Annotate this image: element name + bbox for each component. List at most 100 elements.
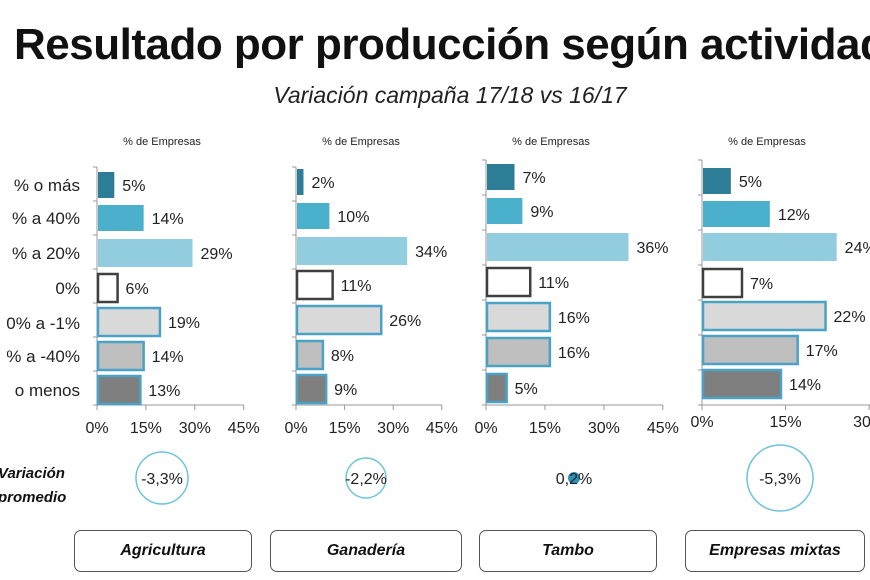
page-subtitle: Variación campaña 17/18 vs 16/17 <box>273 82 627 108</box>
data-label: 17% <box>806 343 838 360</box>
variation-label: Variación promedio <box>0 462 66 510</box>
row-label: % a -40% <box>6 347 80 366</box>
bar <box>703 168 731 194</box>
row-label: % a 20% <box>12 244 80 263</box>
bar <box>703 233 837 261</box>
average-circle <box>746 444 814 512</box>
data-label: 14% <box>789 377 821 394</box>
data-label: 22% <box>834 309 866 326</box>
average-label: -3,3% <box>141 471 183 488</box>
data-label: 13% <box>148 383 180 400</box>
bar <box>487 233 629 261</box>
bar <box>295 339 325 371</box>
bar <box>297 169 304 195</box>
variation-label-line1: Variación <box>0 465 65 482</box>
tick-label: 45% <box>426 420 458 437</box>
variation-label-line2: promedio <box>0 489 67 506</box>
data-label: 11% <box>538 275 569 292</box>
bar <box>96 374 142 406</box>
bar <box>297 237 408 265</box>
bar <box>295 304 383 336</box>
axis-label: % de Empresas <box>123 136 201 148</box>
data-label: 5% <box>739 174 762 191</box>
data-label: 7% <box>523 170 546 187</box>
axis-label: % de Empresas <box>322 136 400 148</box>
data-label: 11% <box>341 278 372 295</box>
tick-label: 30% <box>179 420 211 437</box>
bar <box>295 373 328 405</box>
average-label: -5,3% <box>759 471 801 488</box>
average-label: -2,2% <box>345 471 387 488</box>
row-label: % a 40% <box>12 209 80 228</box>
bar <box>485 336 552 368</box>
bar <box>98 205 144 231</box>
bar <box>487 198 523 224</box>
bar <box>485 372 508 404</box>
tick-label: 15% <box>529 420 561 437</box>
data-label: 19% <box>168 315 200 332</box>
tick-label: 30% <box>588 420 620 437</box>
data-label: 9% <box>334 382 357 399</box>
tick-label: 45% <box>228 420 260 437</box>
data-label: 7% <box>750 276 773 293</box>
chart-area: % o más % a 40% % a 20% 0% 0% a -1% % a -40% o… <box>6 136 870 512</box>
axis-label: % de Empresas <box>728 136 806 148</box>
data-label: 5% <box>122 178 145 195</box>
average-label: 0,2% <box>556 471 592 488</box>
data-label: 16% <box>558 345 590 362</box>
bar <box>98 239 193 267</box>
average-circle <box>135 451 189 505</box>
tick-label: 0% <box>690 414 713 431</box>
data-label: 16% <box>558 310 590 327</box>
page-title: Resultado por producción según actividad <box>14 20 870 69</box>
average-circle <box>345 457 387 499</box>
agricultura-button[interactable]: Agricultura <box>74 530 252 572</box>
row-label: o menos <box>15 381 80 400</box>
tick-label: 30% <box>377 420 409 437</box>
average-circle <box>568 472 580 484</box>
tick-label: 45% <box>647 420 679 437</box>
ganaderia-button[interactable]: Ganadería <box>270 530 462 572</box>
bar <box>485 266 532 298</box>
data-label: 8% <box>331 348 354 365</box>
tick-label: 15% <box>130 420 162 437</box>
data-label: 24% <box>845 240 870 257</box>
bar <box>295 269 334 301</box>
tick-label: 30% <box>853 414 870 431</box>
bar <box>703 201 770 227</box>
bar <box>487 164 515 190</box>
bar <box>701 267 744 299</box>
data-label: 34% <box>415 244 447 261</box>
bar <box>701 300 827 332</box>
tambo-button[interactable]: Tambo <box>479 530 657 572</box>
data-label: 2% <box>311 175 334 192</box>
bar <box>98 172 115 198</box>
bar <box>485 301 552 333</box>
data-label: 29% <box>201 246 233 263</box>
bar <box>297 203 330 229</box>
data-label: 5% <box>515 381 538 398</box>
bar <box>701 334 799 366</box>
tick-label: 0% <box>474 420 497 437</box>
tick-label: 15% <box>770 414 802 431</box>
data-label: 9% <box>530 204 553 221</box>
tick-label: 15% <box>329 420 361 437</box>
bar <box>96 306 162 338</box>
tick-label: 0% <box>284 420 307 437</box>
bar <box>96 340 145 372</box>
data-label: 36% <box>636 240 668 257</box>
data-label: 14% <box>152 349 184 366</box>
row-label: 0% <box>55 279 80 298</box>
row-label: % o más <box>14 176 80 195</box>
axis-label: % de Empresas <box>512 136 590 148</box>
bar <box>96 272 119 304</box>
data-label: 12% <box>778 207 810 224</box>
data-label: 10% <box>337 209 369 226</box>
empresas-mixtas-button[interactable]: Empresas mixtas <box>685 530 865 572</box>
row-label: 0% a -1% <box>6 314 80 333</box>
tick-label: 0% <box>85 420 108 437</box>
data-label: 26% <box>389 313 421 330</box>
data-label: 6% <box>126 281 149 298</box>
data-label: 14% <box>152 211 184 228</box>
bar <box>701 368 783 400</box>
